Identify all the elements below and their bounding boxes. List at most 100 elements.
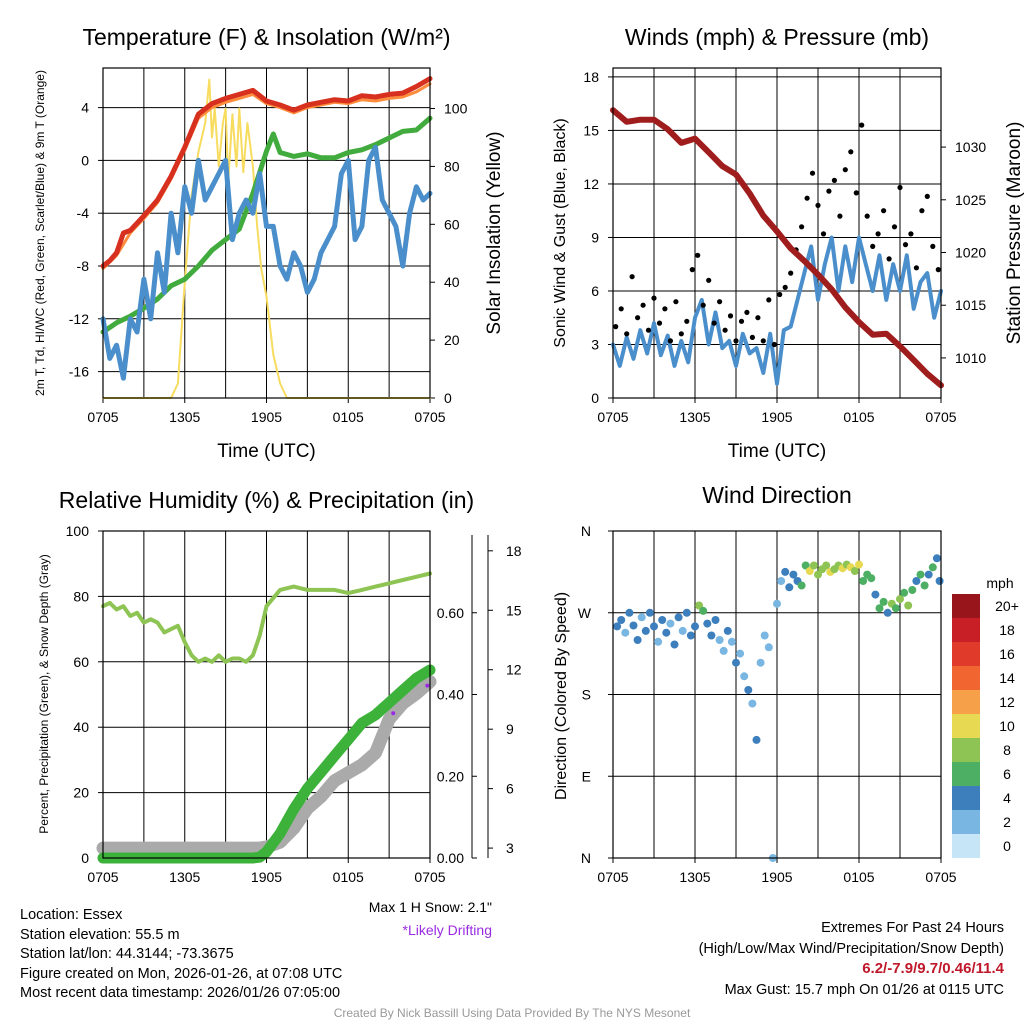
direction-point	[650, 622, 658, 631]
direction-point	[633, 636, 642, 644]
y-tick-label: 0	[81, 850, 89, 866]
windchill-line	[100, 144, 433, 381]
panel-title: Wind Direction	[702, 482, 852, 508]
x-tick-label: 0705	[597, 869, 628, 885]
gust-point	[738, 318, 745, 324]
gust-point	[924, 193, 930, 199]
x-tick-label: 0705	[87, 409, 118, 425]
y-tick-label: 100	[66, 523, 90, 539]
insolation-tick-label: 60	[444, 216, 460, 232]
colorbar-label: 10	[999, 718, 1015, 734]
colorbar-swatch	[952, 642, 980, 666]
pressure-tick-label: 1030	[955, 139, 986, 155]
snow-tick-label: 18	[506, 543, 522, 559]
direction-point	[912, 577, 921, 585]
gust-point	[755, 315, 761, 321]
x-tick-label: 0705	[87, 869, 118, 885]
gust-point	[804, 195, 810, 201]
pressure-tick-label: 1010	[955, 350, 986, 366]
direction-point	[662, 628, 671, 637]
colorbar-swatch	[952, 666, 980, 690]
direction-point	[744, 686, 753, 694]
y-axis-title-left: Direction (Colored By Speed)	[553, 592, 570, 800]
direction-point	[920, 581, 929, 590]
gust-point	[760, 338, 766, 344]
y-axis-title-left: Percent, Precipitation (Green), & Snow D…	[37, 554, 51, 833]
direction-point	[928, 563, 937, 572]
colorbar-label: 18	[999, 622, 1015, 638]
y-tick-label: -12	[69, 311, 89, 327]
gust-point	[640, 302, 646, 308]
direction-point	[711, 616, 720, 624]
panel-title: Relative Humidity (%) & Precipitation (i…	[59, 487, 474, 513]
gust-point	[782, 284, 788, 290]
y-tick-label: 0	[81, 152, 89, 168]
direction-point	[932, 554, 941, 563]
y-axis-title-left: 2m T, Td, HI/WC (Red, Green, Scarlet/Blu…	[33, 70, 47, 396]
x-axis-title: Time (UTC)	[728, 441, 827, 462]
station-latlon: Station lat/lon: 44.3144; -73.3675	[20, 946, 234, 962]
snow-tick-label: 3	[506, 840, 514, 856]
direction-point	[935, 577, 944, 585]
plot-frame	[612, 530, 942, 859]
direction-point	[621, 628, 630, 637]
gust-point	[908, 231, 914, 237]
direction-point	[752, 735, 761, 744]
direction-point	[658, 616, 667, 624]
gust-point	[733, 338, 739, 344]
y-tick-label: -4	[77, 205, 90, 221]
insolation-tick-label: 20	[444, 332, 460, 348]
x-tick-label: 0105	[333, 869, 364, 885]
direction-point	[822, 561, 831, 570]
y-tick-label: S	[582, 687, 591, 703]
direction-point	[908, 586, 917, 594]
gust-point	[717, 299, 723, 305]
gust-point	[689, 267, 695, 273]
pressure-line	[610, 107, 944, 389]
gust-point	[935, 267, 941, 273]
gust-point	[722, 327, 728, 333]
temperature-line	[100, 76, 433, 269]
precip-tick-label: 0.00	[437, 850, 464, 866]
gust-point	[684, 318, 690, 324]
colorbar-swatch	[952, 738, 980, 762]
y-axis-title-left: Sonic Wind & Gust (Blue, Black)	[552, 118, 569, 347]
colorbar-swatch	[952, 810, 980, 834]
y-tick-label: 80	[73, 588, 89, 604]
colorbar-label: 0	[1003, 838, 1011, 854]
gust-point	[902, 242, 909, 248]
plot-frame	[612, 67, 942, 399]
x-tick-label: 0705	[597, 409, 628, 425]
y-tick-label: 20	[73, 785, 89, 801]
credit-line: Created By Nick Bassill Using Data Provi…	[333, 1006, 691, 1020]
direction-point	[764, 643, 773, 652]
gust-point	[706, 277, 712, 283]
direction-point	[670, 640, 679, 649]
colorbar-label: 6	[1003, 766, 1011, 782]
gust-point	[875, 231, 881, 237]
direction-point	[654, 637, 663, 646]
colorbar-swatch	[952, 786, 980, 810]
x-tick-label: 1305	[169, 409, 200, 425]
direction-point	[855, 560, 863, 569]
direction-point	[879, 597, 888, 606]
gust-point	[897, 184, 903, 191]
gust-point	[820, 231, 827, 237]
precip-tick-label: 0.40	[437, 687, 464, 703]
colorbar-swatch	[952, 834, 980, 858]
extremes-title: Extremes For Past 24 Hours	[821, 920, 1004, 936]
direction-point	[719, 646, 728, 655]
direction-point	[809, 561, 818, 570]
direction-point	[785, 583, 794, 592]
gust-point	[771, 341, 777, 348]
x-tick-label: 0105	[333, 409, 364, 425]
gust-point	[613, 324, 619, 330]
direction-point	[773, 599, 781, 608]
gust-point	[815, 202, 821, 208]
gust-point	[629, 274, 635, 280]
direction-point	[924, 570, 933, 579]
recent-timestamp: Most recent data timestamp: 2026/01/26 0…	[20, 985, 341, 1001]
x-tick-label: 1305	[679, 409, 710, 425]
gust-point	[711, 320, 717, 326]
direction-point	[805, 567, 814, 575]
